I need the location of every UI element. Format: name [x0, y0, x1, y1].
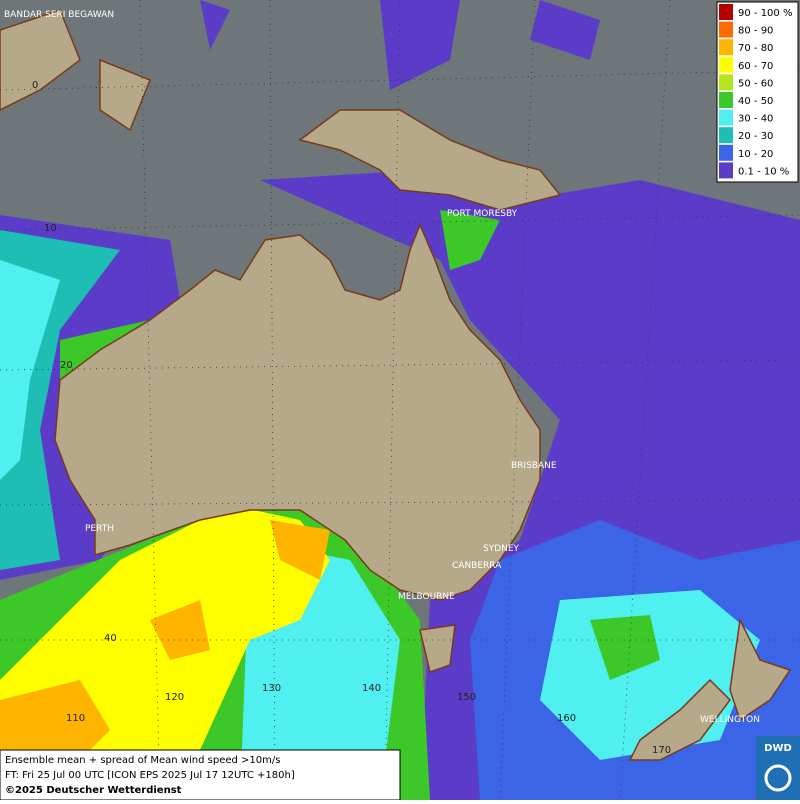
legend-label: 0.1 - 10 %: [738, 166, 789, 177]
city-label: PERTH: [85, 524, 114, 534]
legend-swatch: [719, 162, 733, 179]
grid-label: 170: [652, 745, 671, 756]
grid-label: 140: [362, 683, 381, 694]
caption-line: FT: Fri 25 Jul 00 UTC [ICON EPS 2025 Jul…: [5, 770, 295, 781]
legend-swatch: [719, 56, 733, 73]
legend-label: 50 - 60: [738, 78, 773, 89]
grid-label: 130: [262, 683, 281, 694]
city-label: CANBERRA: [452, 561, 502, 571]
caption-line: Ensemble mean + spread of Mean wind spee…: [5, 755, 280, 766]
legend-label: 90 - 100 %: [738, 8, 792, 19]
caption-box: [0, 749, 401, 801]
legend-label: 80 - 90: [738, 26, 773, 37]
city-label: WELLINGTON: [700, 715, 760, 725]
grid-label: 20: [60, 360, 73, 371]
legend-swatch: [719, 127, 733, 144]
legend-label: 40 - 50: [738, 96, 773, 107]
legend-swatch: [719, 144, 733, 161]
caption-line: ©2025 Deutscher Wetterdienst: [5, 785, 182, 796]
legend-label: 70 - 80: [738, 43, 773, 54]
legend-swatch: [719, 4, 733, 20]
city-label: BANDAR SERI BEGAWAN: [4, 10, 114, 20]
land: [0, 9, 792, 761]
logo-swirl: [764, 764, 792, 792]
grid-label: 10: [44, 223, 57, 234]
grid-label: 0: [32, 80, 38, 91]
legend-swatch: [719, 92, 733, 108]
grid-label: 160: [557, 713, 576, 724]
city-label: SYDNEY: [483, 544, 520, 554]
legend-label: 10 - 20: [738, 149, 773, 160]
city-label: MELBOURNE: [398, 592, 455, 602]
legend-swatch: [719, 74, 733, 91]
legend-label: 20 - 30: [738, 131, 773, 142]
grid-label: 110: [66, 713, 85, 724]
legend-swatch: [719, 21, 733, 38]
legend-swatch: [719, 39, 733, 56]
city-label: BRISBANE: [511, 461, 557, 471]
grid-label: 150: [457, 692, 476, 703]
logo-text: DWD: [764, 743, 792, 754]
city-label: PORT MORESBY: [447, 209, 518, 219]
grid-label: 120: [165, 692, 184, 703]
legend-label: 60 - 70: [738, 61, 773, 72]
legend-swatch: [719, 109, 733, 126]
legend-label: 30 - 40: [738, 114, 773, 125]
grid-label: 40: [104, 633, 117, 644]
